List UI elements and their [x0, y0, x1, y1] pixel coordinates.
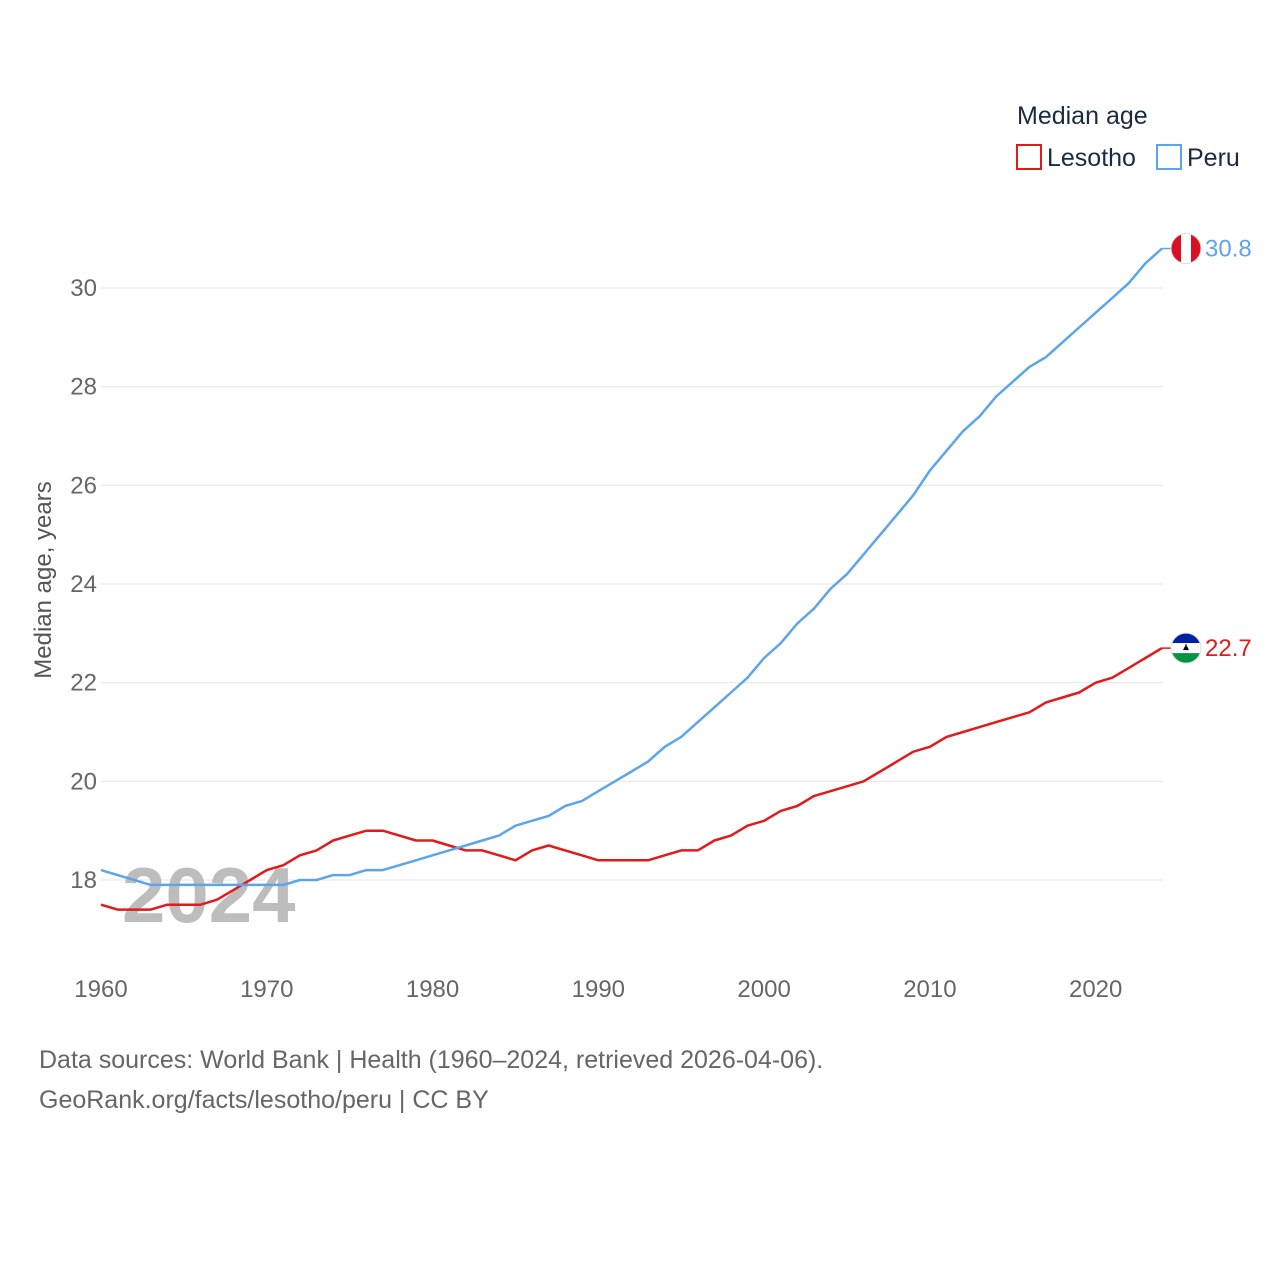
y-tick-label: 18: [70, 867, 97, 894]
legend-swatch-peru: [1156, 144, 1182, 170]
x-tick-label: 2000: [737, 976, 790, 1003]
y-tick-label: 20: [70, 768, 97, 795]
x-tick-label: 1980: [406, 976, 459, 1003]
peru-flag-icon: [1170, 233, 1202, 265]
series-line-peru[interactable]: [100, 247, 1163, 887]
legend-item-lesotho[interactable]: Lesotho: [1016, 144, 1136, 172]
legend-label-peru: Peru: [1187, 144, 1240, 172]
legend-title: Median age: [1017, 102, 1148, 130]
x-tick-label: 1990: [572, 976, 625, 1003]
year-watermark: 2024: [122, 851, 296, 939]
y-tick-label: 24: [70, 571, 97, 598]
y-tick-label: 30: [70, 275, 97, 302]
y-axis-ticks: 18 20 22 24 26 28 30: [70, 275, 97, 894]
series-line-lesotho[interactable]: [100, 647, 1163, 911]
x-tick-label: 2020: [1069, 976, 1122, 1003]
median-age-chart: 18 20 22 24 26 28 30 1960 1970 1980 1990 2000 2010 2…: [30, 102, 1252, 1003]
legend-label-lesotho: Lesotho: [1047, 144, 1136, 172]
lesotho-end-value: 22.7: [1205, 635, 1252, 662]
legend: Median age Lesotho Peru: [1016, 102, 1240, 172]
x-tick-label: 1970: [240, 976, 293, 1003]
lesotho-flag-icon: [1170, 632, 1202, 664]
peru-end-value: 30.8: [1205, 236, 1252, 263]
x-tick-label: 2010: [903, 976, 956, 1003]
y-tick-label: 26: [70, 472, 97, 499]
gridlines: [101, 287, 1162, 881]
y-tick-label: 22: [70, 670, 97, 697]
x-axis-ticks: 1960 1970 1980 1990 2000 2010 2020: [74, 976, 1122, 1003]
series-lines: [100, 247, 1172, 911]
source-line: Data sources: World Bank | Health (1960–…: [39, 1046, 824, 1074]
y-axis-label: Median age, years: [30, 481, 57, 678]
legend-item-peru[interactable]: Peru: [1156, 144, 1240, 172]
x-tick-label: 1960: [74, 976, 127, 1003]
data-source-note: Data sources: World Bank | Health (1960–…: [39, 1040, 823, 1120]
y-tick-label: 28: [70, 374, 97, 401]
legend-swatch-lesotho: [1016, 144, 1042, 170]
license-line[interactable]: GeoRank.org/facts/lesotho/peru | CC BY: [39, 1086, 489, 1114]
